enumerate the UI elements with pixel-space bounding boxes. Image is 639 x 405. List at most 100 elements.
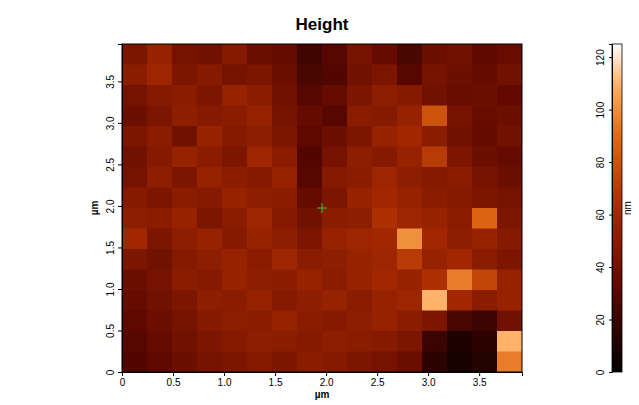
cell	[422, 147, 448, 168]
title: Height	[296, 15, 349, 34]
cell	[372, 270, 398, 291]
colorbar-title: nm	[622, 201, 633, 215]
cell	[247, 331, 273, 352]
cell	[447, 44, 473, 65]
cell	[322, 126, 348, 147]
cell	[347, 208, 373, 229]
cell	[197, 167, 223, 188]
cell	[172, 188, 198, 209]
cell	[247, 85, 273, 106]
tick-mark	[609, 162, 612, 163]
cell	[472, 249, 498, 270]
cell	[222, 352, 248, 373]
cell	[247, 229, 273, 250]
tick: 3.0	[105, 116, 122, 130]
y-axis: 00.51.01.52.02.53.03.5	[105, 45, 123, 376]
cell	[472, 311, 498, 332]
tick-mark	[118, 330, 122, 331]
cell	[172, 249, 198, 270]
cell	[122, 126, 148, 147]
cell	[322, 44, 348, 65]
cell	[147, 65, 173, 86]
cell	[222, 229, 248, 250]
cell	[497, 352, 522, 373]
cell	[122, 270, 148, 291]
cell	[472, 331, 498, 352]
cell	[172, 311, 198, 332]
cell	[497, 249, 522, 270]
tick-label: 0	[105, 369, 116, 375]
cell	[322, 167, 348, 188]
tick: 100	[595, 101, 612, 118]
cell	[147, 290, 173, 311]
cell	[372, 126, 398, 147]
cell	[422, 352, 448, 373]
cell	[197, 352, 223, 373]
cell	[322, 249, 348, 270]
cell	[422, 188, 448, 209]
cell	[397, 126, 423, 147]
cell	[122, 311, 148, 332]
tick: 0	[595, 369, 612, 375]
cell	[297, 126, 323, 147]
cell	[172, 85, 198, 106]
cell	[147, 270, 173, 291]
cell	[172, 44, 198, 65]
cell	[147, 352, 173, 373]
cell	[172, 331, 198, 352]
cell	[497, 106, 522, 127]
tick: 2.5	[105, 158, 122, 172]
cell	[497, 311, 522, 332]
cell	[372, 167, 398, 188]
cell	[297, 147, 323, 168]
cell	[372, 188, 398, 209]
tick-mark	[173, 372, 174, 376]
cell	[197, 311, 223, 332]
cell	[497, 147, 522, 168]
cell	[322, 188, 348, 209]
tick-label: 40	[595, 262, 606, 274]
cell	[222, 249, 248, 270]
cell	[372, 106, 398, 127]
cell	[272, 249, 298, 270]
cell	[197, 229, 223, 250]
cell	[122, 44, 148, 65]
cell	[322, 270, 348, 291]
cell	[172, 208, 198, 229]
cell	[172, 229, 198, 250]
cell	[347, 85, 373, 106]
cell	[372, 290, 398, 311]
cell	[472, 188, 498, 209]
cell	[197, 126, 223, 147]
cell	[147, 208, 173, 229]
cell	[472, 85, 498, 106]
cell	[297, 270, 323, 291]
cell	[422, 249, 448, 270]
cell	[397, 331, 423, 352]
cell	[197, 147, 223, 168]
tick-mark	[118, 164, 122, 165]
cell	[347, 167, 373, 188]
cell	[447, 331, 473, 352]
cell	[122, 106, 148, 127]
tick-mark	[118, 289, 122, 290]
cell	[347, 44, 373, 65]
cell	[222, 85, 248, 106]
tick: 120	[595, 49, 612, 66]
tick-label: 2.5	[105, 158, 116, 172]
cell	[472, 44, 498, 65]
tick-label: 100	[595, 101, 606, 118]
tick: 3.0	[422, 372, 436, 388]
cell	[222, 126, 248, 147]
tick-label: 3.5	[473, 377, 487, 388]
cell	[372, 208, 398, 229]
cell	[347, 147, 373, 168]
chart: 00.51.01.52.02.53.03.500.51.01.52.02.53.…	[0, 0, 639, 405]
cell	[147, 167, 173, 188]
cell	[222, 270, 248, 291]
tick: 80	[595, 157, 612, 169]
cell	[122, 188, 148, 209]
cell	[122, 352, 148, 373]
cell	[297, 106, 323, 127]
cell	[172, 106, 198, 127]
